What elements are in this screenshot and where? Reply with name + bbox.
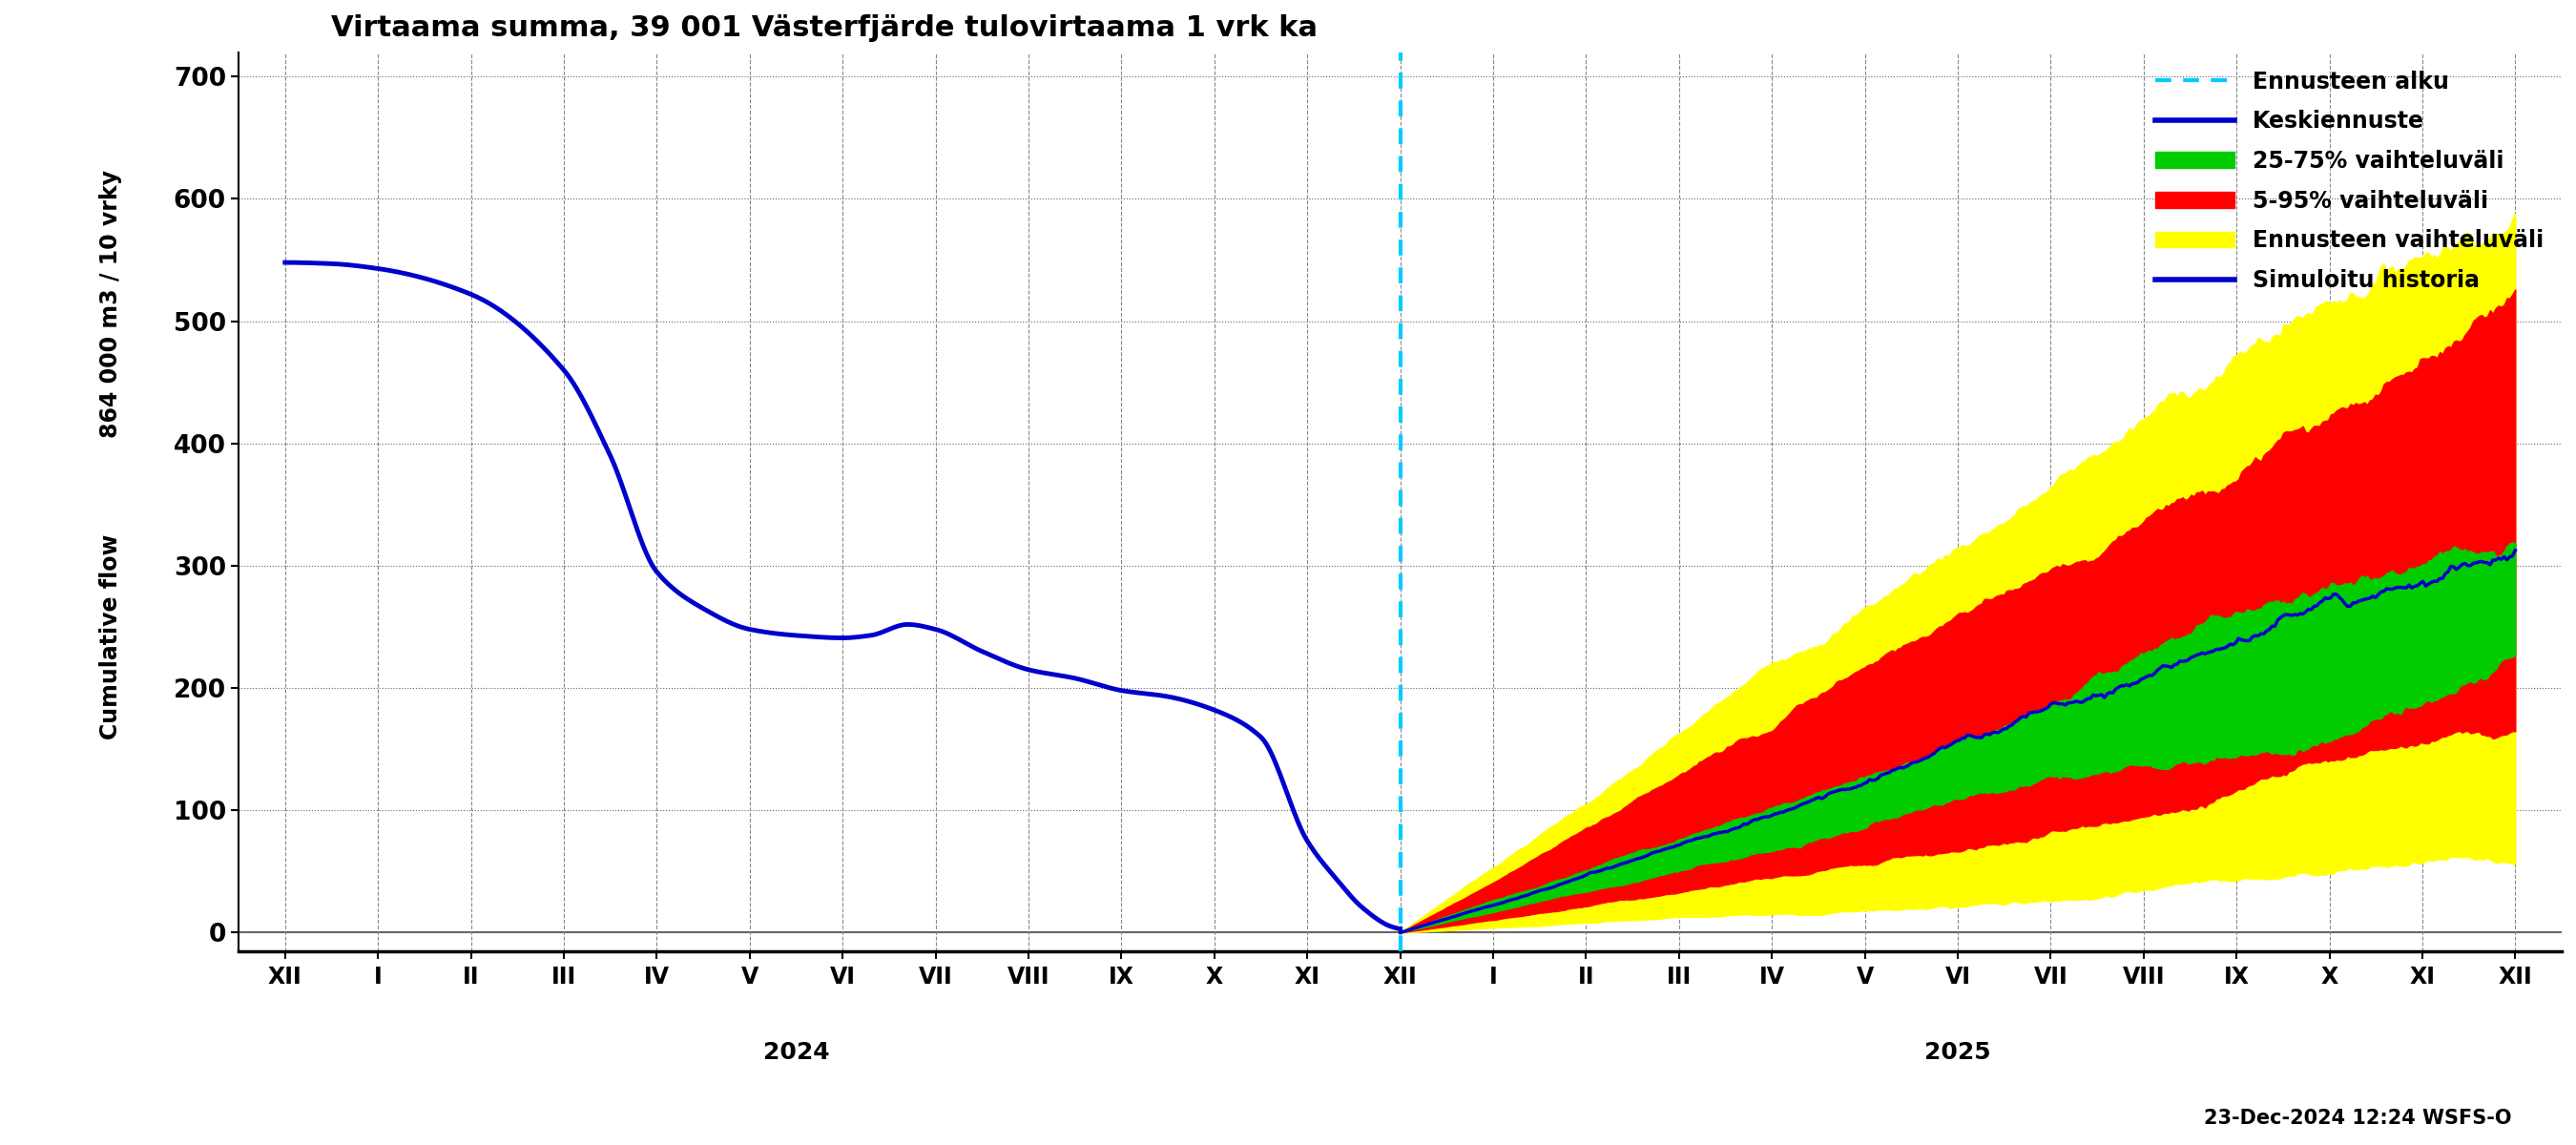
- Text: Virtaama summa, 39 001 Västerfjärde tulovirtaama 1 vrk ka: Virtaama summa, 39 001 Västerfjärde tulo…: [332, 14, 1319, 42]
- Legend: Ennusteen alku, Keskiennuste, 25-75% vaihteluväli, 5-95% vaihteluväli, Ennusteen: Ennusteen alku, Keskiennuste, 25-75% vai…: [2148, 63, 2550, 299]
- Text: Cumulative flow: Cumulative flow: [100, 534, 121, 740]
- Text: 23-Dec-2024 12:24 WSFS-O: 23-Dec-2024 12:24 WSFS-O: [2205, 1108, 2512, 1128]
- Text: 864 000 m3 / 10 vrky: 864 000 m3 / 10 vrky: [100, 169, 121, 437]
- Text: 2025: 2025: [1924, 1041, 1991, 1064]
- Text: 2024: 2024: [762, 1041, 829, 1064]
